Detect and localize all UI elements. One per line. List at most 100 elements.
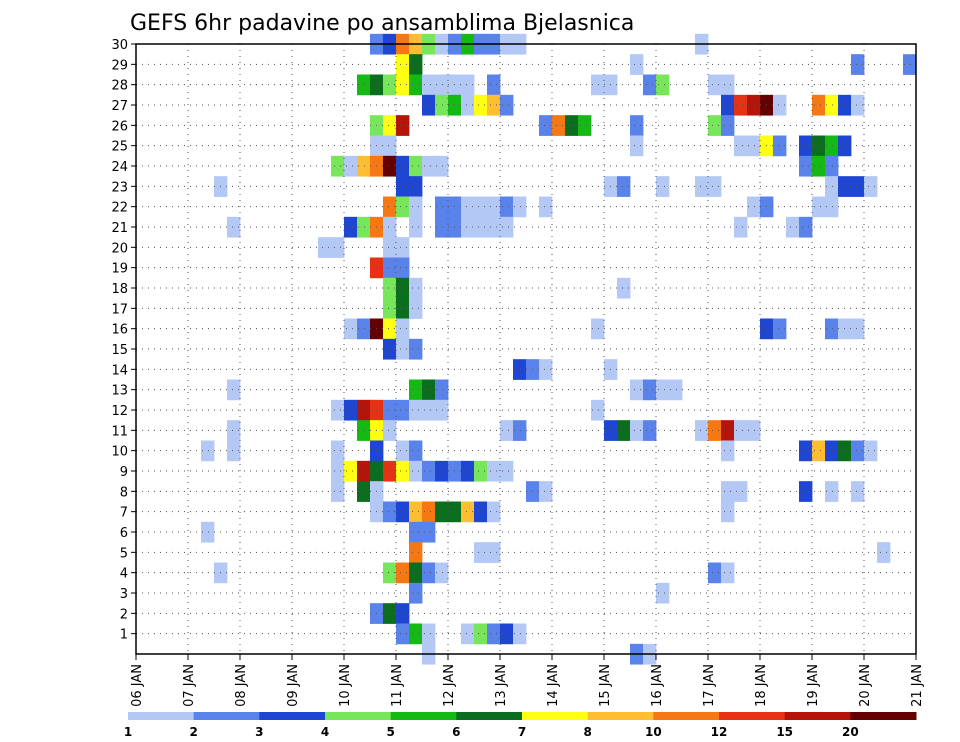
x-tick-label: 15 JAN: [598, 664, 613, 707]
heatmap-cell: [773, 135, 787, 157]
heatmap-cell: [409, 196, 423, 218]
heatmap-cell: [825, 135, 839, 157]
heatmap-cell: [383, 460, 397, 482]
heatmap-cell: [500, 420, 514, 441]
heatmap-cell: [539, 481, 553, 502]
heatmap-cell: [708, 74, 722, 96]
heatmap-cell: [903, 54, 917, 75]
heatmap-cell: [435, 501, 449, 523]
x-tick-label: 09 JAN: [286, 664, 301, 707]
y-tick-label: 23: [111, 180, 128, 195]
heatmap-cell: [435, 74, 449, 96]
heatmap-cell: [643, 74, 657, 96]
heatmap-cell: [851, 176, 865, 197]
heatmap-cell: [669, 379, 683, 401]
colorbar-swatch: [193, 712, 260, 720]
heatmap-cell: [383, 399, 397, 421]
heatmap-cell: [474, 196, 488, 218]
heatmap-cell: [487, 216, 501, 238]
heatmap-cell: [721, 74, 735, 96]
heatmap-cell: [331, 481, 345, 502]
heatmap-cell: [500, 94, 514, 116]
heatmap-cell: [227, 216, 241, 238]
heatmap-cell: [357, 420, 371, 441]
heatmap-cell: [357, 155, 371, 177]
colorbar-swatch: [390, 712, 457, 720]
heatmap-cell: [409, 74, 423, 96]
heatmap-cell: [344, 155, 358, 177]
heatmap-cell: [383, 74, 397, 96]
x-tick-label: 11 JAN: [390, 664, 405, 707]
heatmap-cell: [656, 379, 670, 401]
heatmap-cell: [487, 501, 501, 523]
y-tick-label: 5: [120, 546, 128, 561]
x-tick-label: 14 JAN: [546, 664, 561, 707]
y-tick-label: 3: [120, 587, 128, 602]
heatmap-cell: [825, 196, 839, 218]
heatmap-cell: [396, 298, 410, 319]
y-tick-label: 27: [111, 99, 128, 114]
heatmap-cell: [357, 399, 371, 421]
heatmap-cell: [825, 176, 839, 197]
heatmap-cell: [708, 562, 722, 584]
heatmap-cell: [734, 135, 748, 157]
heatmap-cell: [409, 562, 423, 584]
heatmap-cell: [383, 135, 397, 157]
heatmap-cell: [734, 94, 748, 116]
heatmap-cell: [357, 460, 371, 482]
heatmap-cell: [812, 94, 826, 116]
heatmap-cell: [396, 237, 410, 258]
y-tick-label: 9: [120, 465, 128, 480]
colorbar-swatch: [325, 712, 392, 720]
heatmap-cell: [422, 379, 436, 401]
heatmap-cell: [318, 237, 332, 258]
y-tick-label: 11: [111, 424, 128, 439]
heatmap-cell: [383, 603, 397, 624]
x-tick-label: 16 JAN: [650, 664, 665, 707]
x-tick-label: 07 JAN: [182, 664, 197, 707]
heatmap-cell: [513, 420, 527, 441]
heatmap-cell: [656, 176, 670, 197]
colorbar-swatch: [522, 712, 589, 720]
heatmap-cell: [227, 440, 241, 462]
heatmap-cell: [435, 379, 449, 401]
heatmap-cell: [383, 420, 397, 441]
grid-layer: [136, 44, 916, 654]
heatmap-cell: [435, 94, 449, 116]
heatmap-cell: [851, 318, 865, 340]
colorbar-swatch: [128, 712, 195, 720]
colorbar-label: 5: [386, 725, 394, 739]
y-tick-label: 24: [111, 160, 128, 175]
heatmap-cell: [409, 155, 423, 177]
heatmap-cell: [331, 155, 345, 177]
heatmap-cell: [851, 440, 865, 462]
x-tick-label: 19 JAN: [806, 664, 821, 707]
heatmap-cell: [331, 440, 345, 462]
heatmap-cell: [500, 623, 514, 645]
heatmap-cell: [643, 420, 657, 441]
heatmap-cell: [630, 420, 644, 441]
heatmap-cell: [409, 338, 423, 360]
heatmap-cell: [396, 277, 410, 299]
heatmap-cell: [552, 115, 566, 136]
colorbar-label: 3: [255, 725, 263, 739]
heatmap-cell: [344, 460, 358, 482]
heatmap-cell: [383, 298, 397, 319]
x-axis: 06 JAN 07 JAN 08 JAN 09 JAN 10 JAN 11 JAN 12 J…: [130, 654, 925, 707]
heatmap-cell: [396, 196, 410, 218]
heatmap-cell: [396, 603, 410, 624]
y-tick-label: 18: [111, 282, 128, 297]
heatmap-cell: [487, 542, 501, 563]
y-tick-label: 17: [111, 302, 128, 317]
heatmap-cell: [734, 420, 748, 441]
heatmap-cell: [201, 521, 215, 543]
x-tick-label: 17 JAN: [702, 664, 717, 707]
heatmap-cell: [513, 359, 527, 380]
heatmap-cell: [396, 318, 410, 340]
heatmap-cell: [513, 196, 527, 218]
y-tick-label: 10: [111, 445, 128, 460]
heatmap-cell: [708, 176, 722, 197]
heatmap-cell: [396, 440, 410, 462]
heatmap-cell: [487, 460, 501, 482]
